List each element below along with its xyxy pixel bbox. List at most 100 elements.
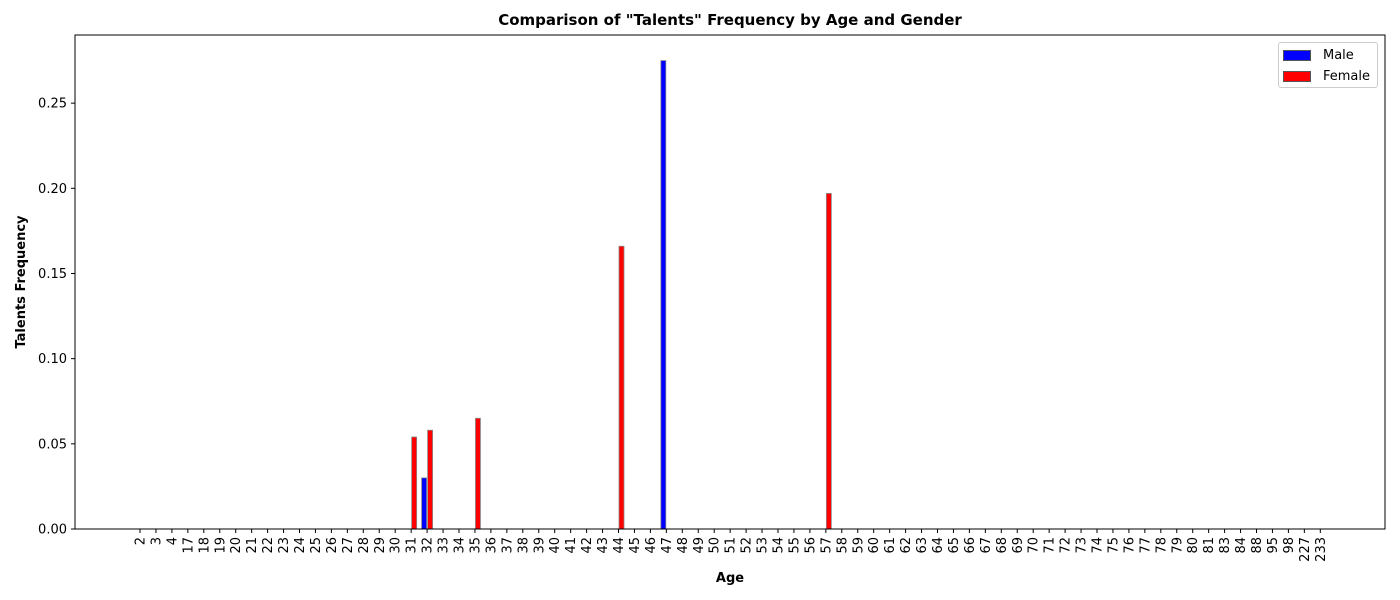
x-tick-label: 25 [309,537,324,554]
x-tick-label: 43 [596,537,611,554]
legend-swatch-male [1283,49,1311,61]
x-tick-label: 69 [1011,537,1026,554]
x-tick-label: 56 [803,537,818,554]
x-tick-label: 73 [1075,537,1090,554]
x-tick-label: 3 [149,537,164,545]
x-axis: 2 3 4 17 18 19 20 21 22 23 24 25 26 27 28 29 30 31 32 33 34 3… [134,529,1329,562]
x-tick-label: 2 [134,537,149,545]
x-tick-label: 70 [1027,537,1042,554]
x-tick-label: 72 [1059,537,1074,554]
x-tick-label: 35 [468,537,483,554]
legend-item-female: Female [1283,67,1370,85]
x-tick-label: 74 [1091,537,1106,554]
x-tick-label: 30 [389,537,404,554]
x-tick-label: 233 [1314,537,1329,562]
bar-female-57 [825,193,832,530]
x-tick-label: 18 [197,537,212,554]
x-tick-label: 88 [1250,537,1265,554]
x-tick-label: 34 [453,537,468,554]
x-tick-label: 23 [277,537,292,554]
x-tick-label: 80 [1186,537,1201,554]
x-tick-label: 57 [819,537,834,554]
x-tick-label: 44 [612,537,627,554]
x-tick-label: 4 [165,537,180,545]
y-tick-label: 0.25 [38,97,67,112]
x-tick-label: 76 [1122,537,1137,554]
bar-female-31 [411,436,418,530]
x-tick-label: 98 [1282,537,1297,554]
bars-layer [411,60,832,530]
x-tick-label: 63 [915,537,930,554]
x-tick-label: 68 [995,537,1010,554]
x-tick-label: 81 [1202,537,1217,554]
x-tick-label: 47 [660,537,675,554]
x-tick-label: 60 [867,537,882,554]
x-tick-label: 227 [1298,537,1313,562]
legend-swatch-female [1283,70,1311,82]
x-tick-label: 65 [947,537,962,554]
x-tick-label: 77 [1138,537,1153,554]
chart-title: Comparison of "Talents" Frequency by Age… [498,11,962,29]
x-tick-label: 52 [740,537,755,554]
x-tick-label: 22 [261,537,276,554]
x-tick-label: 64 [931,537,946,554]
x-tick-label: 95 [1266,537,1281,554]
x-tick-label: 28 [357,537,372,554]
x-tick-label: 33 [437,537,452,554]
x-tick-label: 24 [293,537,308,554]
x-tick-label: 41 [564,537,579,554]
x-tick-label: 78 [1154,537,1169,554]
x-tick-label: 29 [373,537,388,554]
x-tick-label: 45 [628,537,643,554]
x-tick-label: 71 [1043,537,1058,554]
x-tick-label: 62 [899,537,914,554]
y-axis-label: Talents Frequency [14,215,29,349]
x-tick-label: 39 [532,537,547,554]
x-tick-label: 75 [1106,537,1121,554]
x-tick-label: 54 [772,537,787,554]
x-tick-label: 51 [724,537,739,554]
y-tick-label: 0.15 [38,267,67,282]
x-tick-label: 83 [1218,537,1233,554]
x-tick-label: 79 [1170,537,1185,554]
x-tick-label: 31 [405,537,420,554]
plot-frame [74,34,1386,530]
y-tick-label: 0.00 [38,523,67,538]
x-tick-label: 53 [756,537,771,554]
x-tick-label: 26 [325,537,340,554]
x-tick-label: 20 [229,537,244,554]
x-tick-label: 36 [484,537,499,554]
x-tick-label: 84 [1234,537,1249,554]
x-tick-label: 61 [883,537,898,554]
x-tick-label: 32 [421,537,436,554]
x-tick-label: 55 [787,537,802,554]
legend-label-male: Male [1323,47,1354,63]
x-tick-label: 19 [213,537,228,554]
x-tick-label: 58 [835,537,850,554]
bar-male-47 [660,60,667,530]
x-tick-label: 66 [963,537,978,554]
bar-male-32 [421,477,428,530]
x-tick-label: 50 [708,537,723,554]
x-tick-label: 46 [644,537,659,554]
x-tick-label: 37 [500,537,515,554]
x-tick-label: 42 [580,537,595,554]
x-tick-label: 17 [181,537,196,554]
x-axis-label: Age [716,571,744,586]
y-tick-label: 0.20 [38,182,67,197]
x-tick-label: 48 [676,537,691,554]
legend: Male Female [1278,42,1378,88]
x-tick-label: 38 [516,537,531,554]
bar-female-32 [427,429,434,530]
legend-label-female: Female [1323,68,1371,84]
y-axis: 0.00 0.05 0.10 0.15 0.20 0.25 [38,97,75,538]
legend-item-male: Male [1283,46,1354,64]
x-tick-label: 67 [979,537,994,554]
bar-female-44 [618,245,625,530]
x-tick-label: 40 [548,537,563,554]
x-tick-label: 49 [692,537,707,554]
x-tick-label: 27 [341,537,356,554]
x-tick-label: 21 [245,537,260,554]
y-tick-label: 0.05 [38,437,67,452]
